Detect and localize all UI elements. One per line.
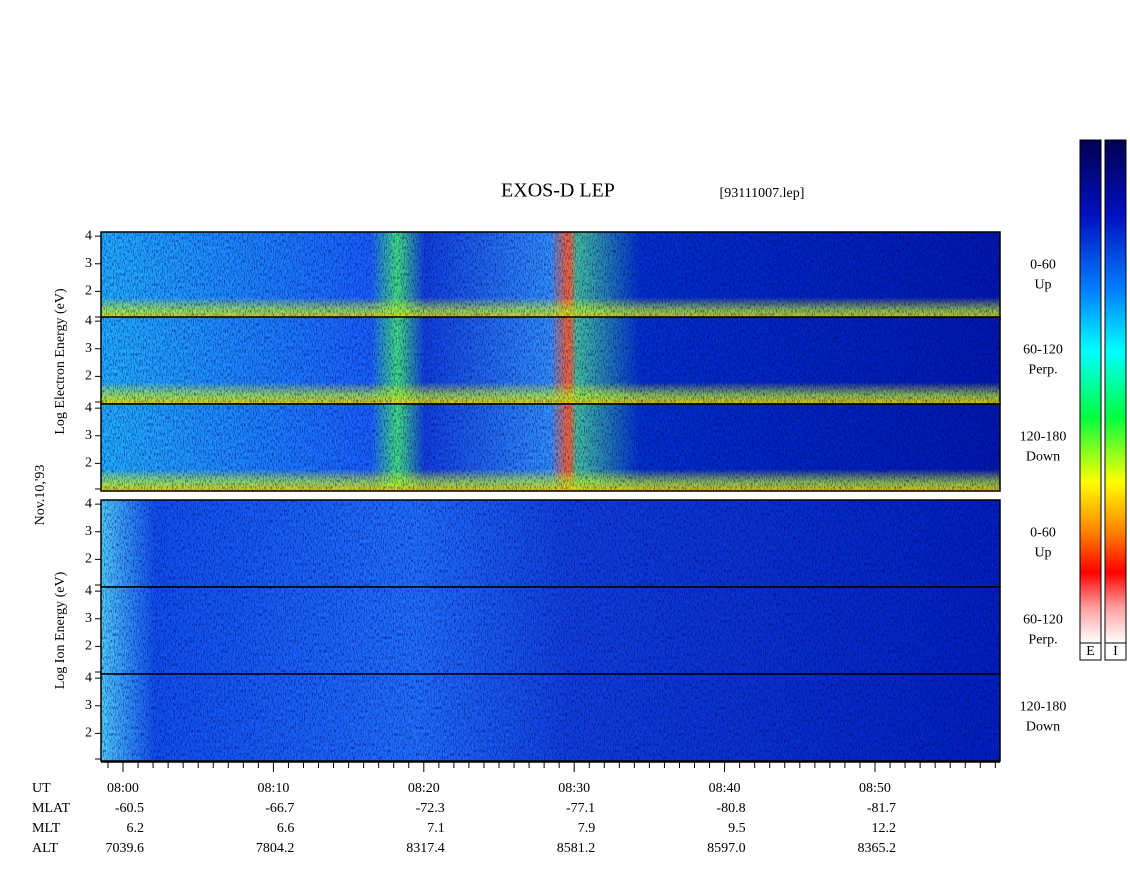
y-tick-label: 2 <box>85 456 92 471</box>
ephemeris-value: 9.5 <box>728 821 746 836</box>
pitch-direction: Perp. <box>1028 363 1057 378</box>
panel-frame <box>100 403 1001 492</box>
row-label: MLT <box>32 821 61 836</box>
y-tick-label: 3 <box>85 611 92 626</box>
ephemeris-value: 7039.6 <box>106 841 145 856</box>
y-tick-label: 4 <box>85 228 92 243</box>
y-tick-label: 3 <box>85 256 92 271</box>
pitch-range: 0-60 <box>1030 258 1056 273</box>
row-label: MLAT <box>32 801 71 816</box>
y-tick-label: 3 <box>85 341 92 356</box>
pitch-range: 120-180 <box>1020 700 1067 715</box>
colorbar-label-box <box>1104 642 1127 661</box>
colorbar <box>1104 139 1127 644</box>
file-name: [93111007.lep] <box>720 186 805 201</box>
ephemeris-value: -80.8 <box>716 801 745 816</box>
y-tick-label: 4 <box>85 313 92 328</box>
ephemeris-value: 12.2 <box>872 821 897 836</box>
date-label: Nov.10,'93 <box>33 465 48 526</box>
pitch-direction: Up <box>1034 278 1051 293</box>
spectrogram-noise <box>101 404 1000 491</box>
time-axis: UT 08:00 08:10 08:20 08:30 08:40 08:50 MLAT -60.… <box>32 761 1000 856</box>
y-tick-label: 2 <box>85 369 92 384</box>
x-tick-label: 08:50 <box>859 781 891 796</box>
y-tick-label: 3 <box>85 698 92 713</box>
ephemeris-value: 8317.4 <box>406 841 445 856</box>
y-tick-label: 3 <box>85 524 92 539</box>
colorbar <box>1079 139 1102 644</box>
ephemeris-value: 8597.0 <box>707 841 746 856</box>
ephemeris-value: -77.1 <box>566 801 595 816</box>
row-label: ALT <box>32 841 58 856</box>
chart-title: EXOS-D LEP <box>501 180 615 202</box>
pitch-range: 60-120 <box>1023 343 1063 358</box>
y-tick-label: 3 <box>85 428 92 443</box>
y-tick-label: 4 <box>85 400 92 415</box>
ephemeris-value: 8365.2 <box>858 841 897 856</box>
pitch-direction: Down <box>1026 720 1060 735</box>
ephemeris-value: -72.3 <box>416 801 445 816</box>
x-tick-label: 08:10 <box>257 781 289 796</box>
spectrogram-noise <box>101 587 1000 674</box>
colorbar-label-box <box>1079 642 1102 661</box>
pitch-range: 60-120 <box>1023 613 1063 628</box>
colorbar-label: E <box>1086 644 1095 659</box>
ephemeris-value: 8581.2 <box>557 841 596 856</box>
pitch-direction: Perp. <box>1028 633 1057 648</box>
spectrogram-noise <box>101 674 1000 761</box>
ephemeris-value: -60.5 <box>115 801 144 816</box>
ephemeris-value: -81.7 <box>867 801 896 816</box>
colorbar-label: I <box>1113 644 1118 659</box>
y-tick-label: 2 <box>85 726 92 741</box>
pitch-direction: Down <box>1026 450 1060 465</box>
ephemeris-value: 7.1 <box>427 821 445 836</box>
y-tick-label: 4 <box>85 583 92 598</box>
row-label: UT <box>32 781 51 796</box>
pitch-range: 120-180 <box>1020 430 1067 445</box>
y-tick-label: 4 <box>85 670 92 685</box>
y-tick-label: 2 <box>85 639 92 654</box>
pitch-range: 0-60 <box>1030 526 1056 541</box>
panels: Log Electron Energy (eV) 2 3 4 0-60 Up 2 3 4 60-1… <box>53 228 1067 762</box>
ephemeris-value: 6.2 <box>127 821 145 836</box>
panel-frame <box>100 673 1001 762</box>
x-tick-label: 08:40 <box>709 781 741 796</box>
ephemeris-value: -66.7 <box>265 801 294 816</box>
spectrogram-noise <box>101 232 1000 319</box>
y-tick-label: 2 <box>85 552 92 567</box>
x-tick-label: 08:20 <box>408 781 440 796</box>
x-tick-label: 08:30 <box>558 781 590 796</box>
ephemeris-value: 6.6 <box>277 821 295 836</box>
y-tick-label: 2 <box>85 284 92 299</box>
spectrogram-noise <box>101 317 1000 404</box>
y-tick-label: 4 <box>85 496 92 511</box>
x-tick-label: 08:00 <box>107 781 139 796</box>
ephemeris-value: 7.9 <box>578 821 596 836</box>
spectrogram-noise <box>101 500 1000 587</box>
y-axis-label: Log Ion Energy (eV) <box>53 571 68 689</box>
pitch-direction: Up <box>1034 546 1051 561</box>
y-axis-label: Log Electron Energy (eV) <box>53 288 68 435</box>
ephemeris-value: 7804.2 <box>256 841 295 856</box>
